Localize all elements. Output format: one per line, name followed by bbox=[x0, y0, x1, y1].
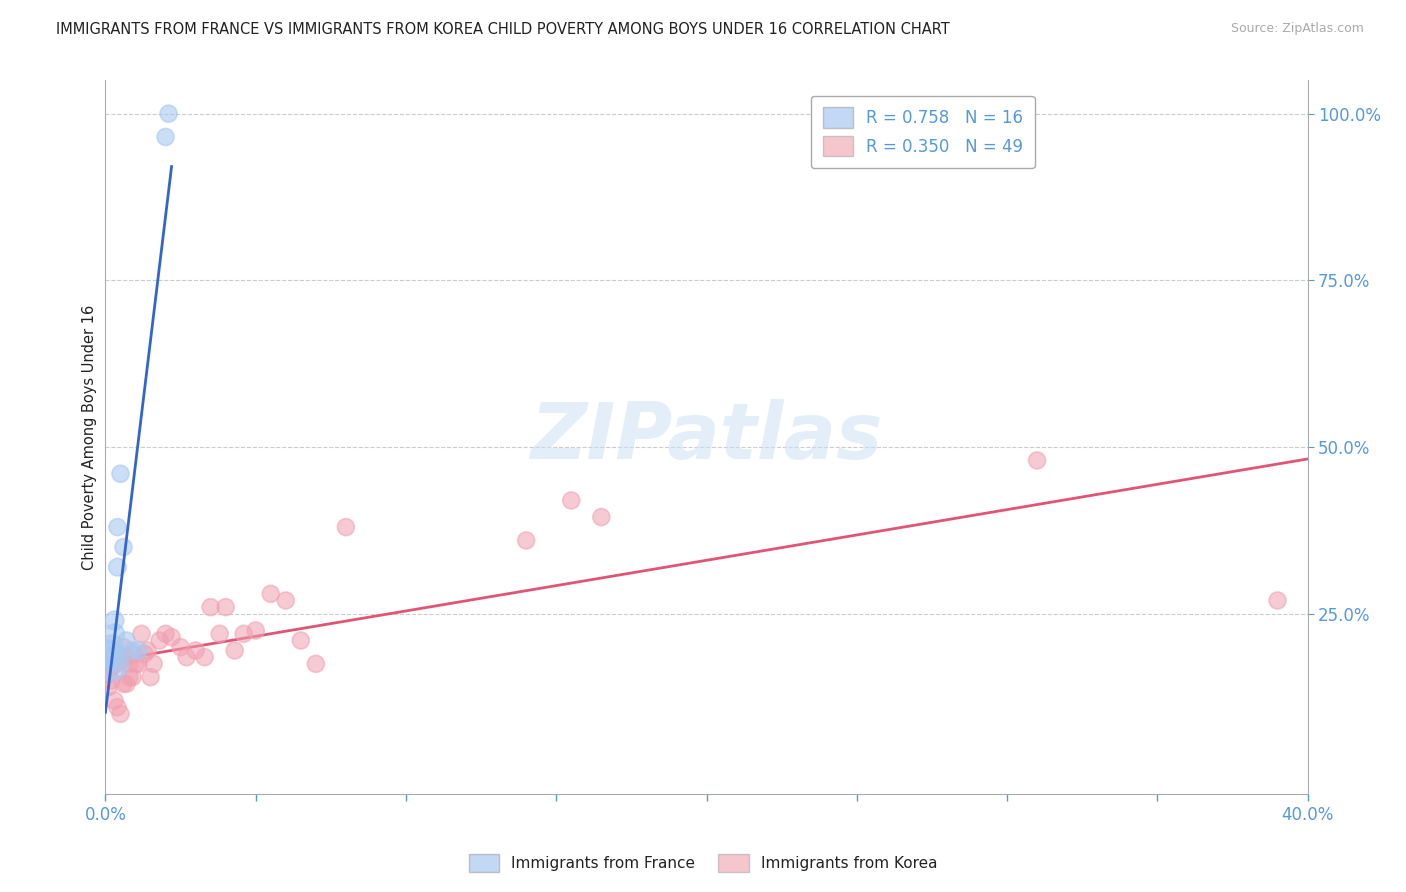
Point bbox=[1026, 453, 1049, 467]
Point bbox=[103, 627, 125, 641]
Point bbox=[224, 643, 246, 657]
Text: Source: ZipAtlas.com: Source: ZipAtlas.com bbox=[1230, 22, 1364, 36]
Point bbox=[103, 647, 125, 661]
Point bbox=[107, 520, 129, 534]
Point bbox=[176, 650, 198, 665]
Point bbox=[1267, 593, 1289, 607]
Point bbox=[305, 657, 328, 671]
Point bbox=[103, 614, 125, 628]
Point bbox=[169, 640, 191, 655]
Point bbox=[112, 677, 135, 691]
Point bbox=[107, 560, 129, 574]
Point bbox=[194, 650, 217, 665]
Point bbox=[107, 657, 129, 671]
Point bbox=[200, 600, 222, 615]
Point bbox=[245, 624, 267, 638]
Point bbox=[121, 647, 143, 661]
Point bbox=[515, 533, 537, 548]
Point bbox=[591, 510, 613, 524]
Point bbox=[232, 627, 254, 641]
Point bbox=[110, 467, 132, 481]
Point bbox=[155, 627, 177, 641]
Point bbox=[128, 643, 150, 657]
Text: ZIPatlas: ZIPatlas bbox=[530, 399, 883, 475]
Point bbox=[118, 657, 141, 671]
Point bbox=[139, 670, 162, 684]
Point bbox=[208, 627, 231, 641]
Point bbox=[214, 600, 236, 615]
Point bbox=[131, 627, 153, 641]
Point bbox=[100, 673, 122, 688]
Point bbox=[136, 643, 159, 657]
Point bbox=[112, 540, 135, 554]
Legend: Immigrants from France, Immigrants from Korea: Immigrants from France, Immigrants from … bbox=[461, 846, 945, 880]
Point bbox=[103, 653, 125, 667]
Point bbox=[115, 633, 138, 648]
Point bbox=[157, 106, 180, 120]
Point bbox=[110, 706, 132, 721]
Point bbox=[124, 657, 146, 671]
Point bbox=[97, 647, 120, 661]
Point bbox=[100, 647, 122, 661]
Point bbox=[274, 593, 297, 607]
Y-axis label: Child Poverty Among Boys Under 16: Child Poverty Among Boys Under 16 bbox=[82, 304, 97, 570]
Point bbox=[103, 693, 125, 707]
Point bbox=[155, 130, 177, 145]
Point bbox=[148, 633, 170, 648]
Point bbox=[184, 643, 207, 657]
Point bbox=[107, 700, 129, 714]
Point bbox=[115, 677, 138, 691]
Point bbox=[118, 670, 141, 684]
Point bbox=[100, 657, 122, 671]
Point bbox=[290, 633, 312, 648]
Text: IMMIGRANTS FROM FRANCE VS IMMIGRANTS FROM KOREA CHILD POVERTY AMONG BOYS UNDER 1: IMMIGRANTS FROM FRANCE VS IMMIGRANTS FRO… bbox=[56, 22, 950, 37]
Point bbox=[97, 680, 120, 694]
Point bbox=[110, 653, 132, 667]
Point bbox=[100, 640, 122, 655]
Point bbox=[100, 660, 122, 674]
Point bbox=[128, 657, 150, 671]
Point bbox=[142, 657, 165, 671]
Point bbox=[160, 630, 183, 644]
Point bbox=[560, 493, 582, 508]
Point bbox=[134, 647, 156, 661]
Point bbox=[103, 657, 125, 671]
Point bbox=[121, 643, 143, 657]
Point bbox=[260, 587, 283, 601]
Legend: R = 0.758   N = 16, R = 0.350   N = 49: R = 0.758 N = 16, R = 0.350 N = 49 bbox=[811, 95, 1035, 168]
Point bbox=[121, 670, 143, 684]
Point bbox=[335, 520, 357, 534]
Point bbox=[112, 640, 135, 655]
Point bbox=[97, 666, 120, 681]
Point bbox=[115, 650, 138, 665]
